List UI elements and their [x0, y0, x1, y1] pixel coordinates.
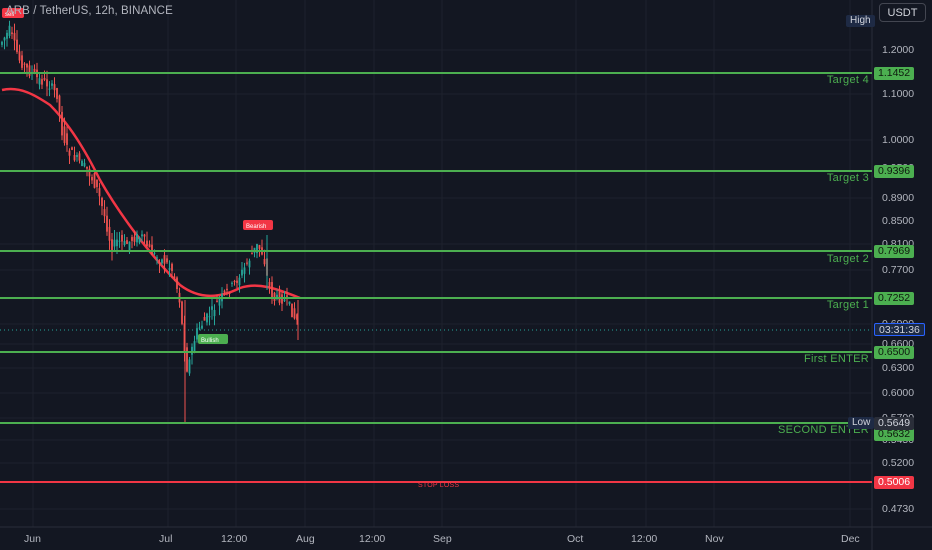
price-axis-tick: 1.0000	[882, 134, 915, 146]
countdown-tag: 03:31:36	[874, 323, 925, 336]
level-price-tag: 0.7252	[874, 292, 915, 305]
time-axis-tick: Jun	[24, 533, 41, 545]
price-axis-tick: 0.8900	[882, 192, 915, 204]
price-axis-tick: 0.6300	[882, 362, 915, 374]
time-axis-tick: Aug	[296, 533, 315, 545]
level-label: SECOND ENTER	[778, 424, 869, 436]
time-axis-tick: 12:00	[359, 533, 386, 545]
price-axis-tick: 0.6000	[882, 387, 915, 399]
level-price-tag: 0.5006	[874, 476, 915, 489]
price-axis-tick: 0.5200	[882, 457, 915, 469]
sell-signal-marker[interactable]: sell	[2, 8, 24, 18]
level-label: Target 1	[826, 299, 869, 311]
level-price-tag: 0.6500	[874, 346, 915, 359]
buy-signal-marker[interactable]: Bullish	[198, 334, 228, 344]
high-label: High	[846, 15, 875, 27]
price-axis-tick: 0.8500	[882, 215, 915, 227]
level-price-tag: 0.5632	[874, 428, 915, 441]
time-axis-tick: Oct	[567, 533, 584, 545]
level-label: Target 4	[826, 74, 869, 86]
low-price-tag: 0.5649	[874, 417, 915, 430]
sell-signal-marker[interactable]: Bearish	[243, 220, 273, 230]
svg-text:sell: sell	[5, 12, 14, 18]
svg-text:Bearish: Bearish	[246, 224, 266, 230]
level-price-tag: 0.9396	[874, 165, 915, 178]
level-label: Target 3	[826, 172, 869, 184]
currency-button[interactable]: USDT	[879, 3, 926, 22]
price-axis-tick: 1.2000	[882, 44, 915, 56]
price-axis-tick: 0.7700	[882, 264, 915, 276]
low-label: Low	[848, 417, 875, 429]
time-axis-tick: Dec	[841, 533, 860, 545]
time-axis-tick: Jul	[159, 533, 173, 545]
level-price-tag: 0.7969	[874, 245, 915, 258]
time-axis-tick: Sep	[433, 533, 452, 545]
price-axis-tick: 0.4730	[882, 503, 915, 515]
time-axis-tick: Nov	[705, 533, 724, 545]
price-axis-tick: 1.1000	[882, 88, 915, 100]
time-axis-tick: 12:00	[631, 533, 658, 545]
level-label: Target 2	[826, 253, 869, 265]
level-price-tag: 1.1452	[874, 67, 915, 80]
symbol-title[interactable]: ARB / TetherUS, 12h, BINANCE	[6, 5, 173, 17]
level-label: STOP LOSS	[418, 482, 460, 489]
svg-text:Bullish: Bullish	[201, 338, 219, 344]
time-axis-tick: 12:00	[221, 533, 248, 545]
candlestick-series	[1, 20, 299, 422]
level-label: First ENTER	[803, 353, 869, 365]
moving-average-line	[1, 87, 301, 300]
